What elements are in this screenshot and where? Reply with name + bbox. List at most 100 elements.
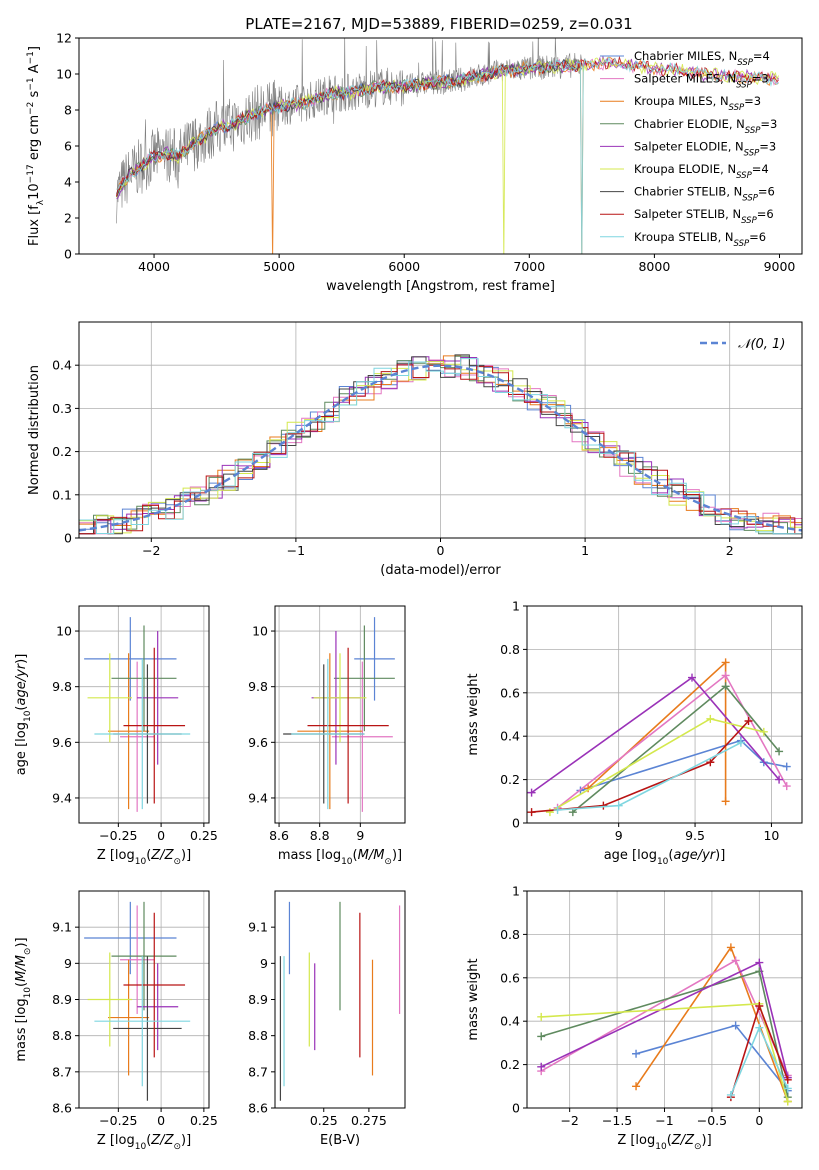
x-tick-label: −1 xyxy=(655,1113,673,1128)
y-tick-label: 0.2 xyxy=(52,444,72,459)
x-axis-label: Z [log10(Z/Z⊙)] xyxy=(97,848,191,867)
legend-entry: Chabrier STELIB, NSSP=6 xyxy=(634,185,775,204)
y-axis-label: age [log10(age/yr)] xyxy=(14,654,33,776)
legend: Chabrier MILES, NSSP=4 Salpeter MILES, NS… xyxy=(600,49,777,249)
model-spectrum-line xyxy=(116,59,582,195)
y-tick-label: 9.8 xyxy=(52,679,72,694)
y-tick-label: 9.4 xyxy=(248,790,268,805)
weight-line xyxy=(572,685,780,813)
x-tick-label: 0 xyxy=(437,543,445,558)
y-axis-label: Normed distribution xyxy=(27,365,42,495)
x-tick-label: 0 xyxy=(157,1113,165,1128)
y-tick-label: 0 xyxy=(64,531,72,546)
weight-marker xyxy=(782,762,791,771)
x-axis-label: Z [log10(Z/Z⊙)] xyxy=(97,1133,191,1152)
x-tick-label: 8000 xyxy=(638,259,670,274)
legend-entry: 𝒩(0, 1) xyxy=(738,337,785,352)
y-tick-label: 1 xyxy=(512,884,520,899)
y-tick-label: 0 xyxy=(64,247,72,262)
y-tick-label: 12 xyxy=(56,31,72,46)
chart-age_vs_Z: −0.25 0 0.25 9.4 9.6 9.8 10 Z [log10(Z/Z⊙)] age … xyxy=(14,605,218,867)
y-tick-label: 9.6 xyxy=(248,735,268,750)
legend-entry: Salpeter STELIB, NSSP=6 xyxy=(634,207,774,226)
y-tick-label: 8.7 xyxy=(248,1064,268,1079)
plot-area xyxy=(78,354,803,538)
x-tick-label: −1.5 xyxy=(602,1113,632,1128)
weight-marker xyxy=(537,1062,546,1071)
normal-curve xyxy=(78,364,803,532)
x-tick-label: −1 xyxy=(287,543,305,558)
weight-marker xyxy=(755,1023,764,1032)
x-tick-label: 2 xyxy=(726,543,734,558)
plot-area xyxy=(283,617,395,812)
y-tick-label: 0.6 xyxy=(500,970,520,985)
weight-line xyxy=(557,741,742,811)
histogram-step xyxy=(78,355,802,538)
plot-area xyxy=(279,901,401,1101)
y-tick-label: 9.1 xyxy=(52,920,72,935)
weight-marker xyxy=(545,808,554,817)
histogram-step xyxy=(78,361,802,538)
x-axis-label: E(B-V) xyxy=(320,1133,360,1148)
y-tick-label: 0 xyxy=(512,816,520,831)
y-tick-label: 1 xyxy=(512,599,520,614)
chart-mass_vs_ebv: 0.25 0.275 8.6 8.7 8.8 8.9 9 9.1 E(B-V) xyxy=(248,890,406,1148)
y-tick-label: 10 xyxy=(56,67,72,82)
weight-marker xyxy=(721,658,730,667)
y-tick-label: 0.8 xyxy=(500,927,520,942)
y-tick-label: 8 xyxy=(64,103,72,118)
weight-marker xyxy=(632,1049,641,1058)
weight-marker xyxy=(706,714,715,723)
x-tick-label: 6000 xyxy=(388,259,420,274)
x-axis-label: wavelength [Angstrom, rest frame] xyxy=(326,279,555,294)
y-tick-label: 8.6 xyxy=(52,1101,72,1116)
axes-frame xyxy=(274,605,406,824)
weight-marker xyxy=(783,1075,792,1084)
legend-entry: Kroupa MILES, NSSP=3 xyxy=(634,94,761,113)
y-tick-label: 8.6 xyxy=(248,1101,268,1116)
plot-area xyxy=(116,38,779,254)
y-tick-label: 8.7 xyxy=(52,1064,72,1079)
x-axis-label: age [log10(age/yr)] xyxy=(604,848,726,867)
y-tick-label: 0.4 xyxy=(500,1014,520,1029)
x-tick-label: 0.25 xyxy=(310,1113,338,1128)
x-tick-label: 0.275 xyxy=(351,1113,387,1128)
charts-layer: 4000 5000 6000 7000 8000 9000024681012wavelen… xyxy=(14,31,803,1152)
weight-marker xyxy=(782,782,791,791)
weight-marker xyxy=(599,801,608,810)
x-tick-label: 9.5 xyxy=(685,828,705,843)
plot-area xyxy=(527,658,791,817)
weight-marker xyxy=(736,738,745,747)
x-tick-label: −0.25 xyxy=(99,1113,137,1128)
y-tick-label: 0.1 xyxy=(52,487,72,502)
y-tick-label: 9.8 xyxy=(248,679,268,694)
chart-spectrum: 4000 5000 6000 7000 8000 9000 0 2 4 6 8 10 12 wavelen… xyxy=(26,31,803,294)
legend-entry: Salpeter MILES, NSSP=3 xyxy=(634,72,769,91)
figure-title: PLATE=2167, MJD=53889, FIBERID=0259, z=0… xyxy=(245,15,632,33)
y-tick-label: 8.9 xyxy=(248,992,268,1007)
plot-area xyxy=(537,943,792,1106)
x-axis-label: (data-model)/error xyxy=(380,563,501,578)
chart-residuals: −2 −1 0 1 2 0 0.1 0.2 0.3 0.4 (data-model)/error 𝒩(… xyxy=(27,321,803,578)
y-tick-label: 8.9 xyxy=(52,992,72,1007)
weight-line xyxy=(531,676,780,794)
y-tick-label: 0.2 xyxy=(500,772,520,787)
y-tick-label: 0.2 xyxy=(500,1057,520,1072)
x-tick-label: −2 xyxy=(142,543,160,558)
y-tick-label: 9 xyxy=(260,956,268,971)
y-tick-label: 10 xyxy=(56,624,72,639)
x-tick-label: 8.8 xyxy=(310,828,330,843)
legend-entry: Kroupa ELODIE, NSSP=4 xyxy=(634,162,769,181)
weight-marker xyxy=(775,775,784,784)
weight-marker xyxy=(775,747,784,756)
weight-marker xyxy=(744,717,753,726)
chart-weight_vs_age: 9 9.5 10 0 0.2 0.4 0.6 0.8 1 age [log10(age/yr)] m… xyxy=(466,599,803,867)
y-tick-label: 6 xyxy=(64,139,72,154)
weight-marker xyxy=(537,1032,546,1041)
weight-marker xyxy=(755,1002,764,1011)
x-tick-label: 10 xyxy=(763,828,779,843)
weight-marker xyxy=(706,758,715,767)
y-tick-label: 4 xyxy=(64,175,72,190)
x-tick-label: 0 xyxy=(157,828,165,843)
